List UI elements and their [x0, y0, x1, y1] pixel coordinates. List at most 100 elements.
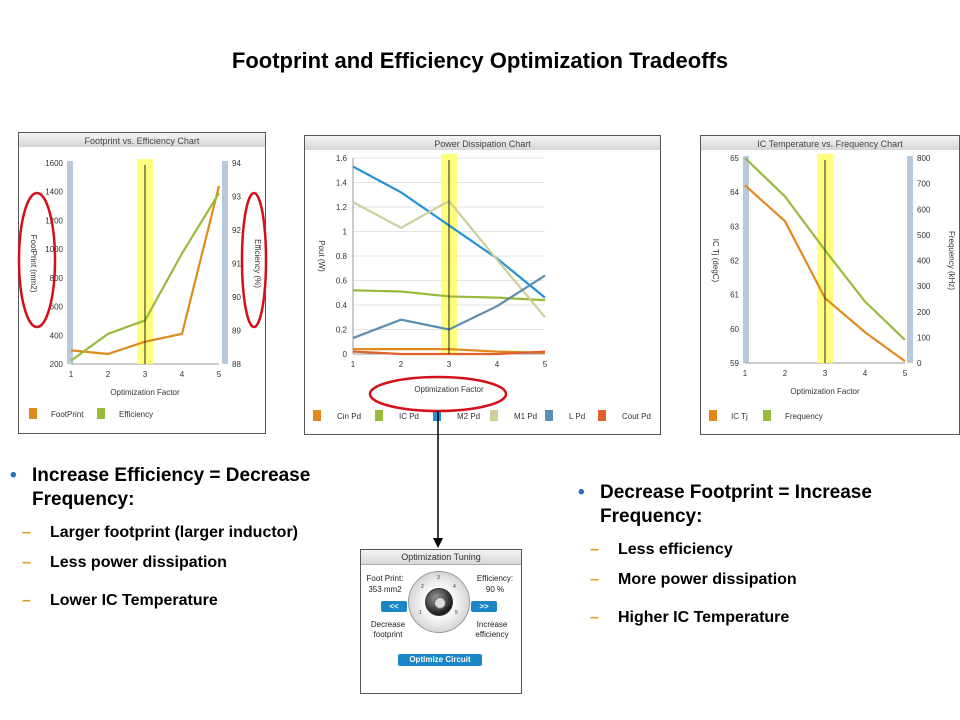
- y-tick-label: 200: [50, 360, 64, 369]
- y-tick-label: 65: [730, 154, 739, 163]
- legend-swatch: [545, 410, 553, 421]
- x-axis-title: Optimization Factor: [790, 387, 860, 396]
- y-tick-label: 63: [730, 222, 739, 231]
- x-tick-label: 5: [903, 369, 908, 378]
- bullet-main-text: Increase Efficiency = Decrease Frequency…: [32, 465, 311, 510]
- left-axis-bar: [67, 161, 73, 364]
- knob-number: 4: [453, 584, 456, 590]
- dash-icon: –: [22, 592, 31, 609]
- right-axis-bar: [907, 156, 913, 363]
- legend-label: Frequency: [785, 412, 823, 421]
- chart-title: IC Temperature vs. Frequency Chart: [757, 139, 903, 149]
- legend-label: M1 Pd: [514, 412, 537, 421]
- bullet-sub: – Lower IC Temperature: [10, 592, 370, 610]
- bullet-sub-text: Less efficiency: [618, 541, 733, 558]
- y2-axis-title: Frequency (kHz): [947, 231, 956, 290]
- right-bullet-list: • Decrease Footprint = Increase Frequenc…: [578, 481, 938, 627]
- legend-swatch: [598, 410, 606, 421]
- dash-icon: –: [590, 571, 599, 588]
- x-tick-label: 5: [543, 360, 548, 369]
- y2-tick-label: 800: [917, 154, 931, 163]
- y-tick-label: 1: [343, 228, 348, 237]
- decrease-footprint-button[interactable]: <<: [381, 601, 407, 612]
- y-tick-label: 62: [730, 257, 739, 266]
- footprint-efficiency-chart: Footprint vs. Efficiency Chart 1600 1 400 12…: [18, 132, 266, 434]
- dash-icon: –: [22, 524, 31, 541]
- connector-arrow-head: [433, 538, 443, 548]
- knob-number: 1: [419, 610, 422, 616]
- footprint-value: 353 mm2: [368, 585, 402, 594]
- chart-title: Power Dissipation Chart: [434, 139, 531, 149]
- left-bullet-list: • Increase Efficiency = Decrease Frequen…: [10, 464, 370, 610]
- y2-tick-label: 600: [917, 205, 931, 214]
- y-tick-label: 0: [343, 350, 348, 359]
- y-tick-label: 1600: [45, 159, 63, 168]
- bullet-sub: – Larger footprint (larger inductor): [10, 524, 370, 542]
- y-tick-label: 1.2: [336, 203, 348, 212]
- y2-tick-label: 300: [917, 282, 931, 291]
- legend-swatch: [29, 408, 37, 419]
- y-axis-title: FootPrint (mm2): [29, 235, 38, 293]
- increase-efficiency-button[interactable]: >>: [471, 601, 497, 612]
- x-tick-label: 3: [143, 370, 148, 379]
- legend-swatch: [97, 408, 105, 419]
- legend-swatch: [709, 410, 717, 421]
- bullet-sub: – Less power dissipation: [10, 554, 370, 572]
- chart-title-bar: [701, 136, 959, 150]
- knob-cap: [434, 597, 446, 609]
- x-tick-label: 4: [863, 369, 868, 378]
- y-tick-label: 1.4: [336, 179, 348, 188]
- legend-label: L Pd: [569, 412, 585, 421]
- y2-tick-label: 93: [232, 193, 241, 202]
- knob-number: 5: [455, 610, 458, 616]
- legend-swatch: [763, 410, 771, 421]
- y-tick-label: 400: [50, 331, 64, 340]
- y-tick-label: 60: [730, 325, 739, 334]
- y2-tick-label: 100: [917, 333, 931, 342]
- bullet-dot-icon: •: [10, 465, 17, 486]
- y2-tick-label: 92: [232, 226, 241, 235]
- legend-label: Cin Pd: [337, 412, 361, 421]
- chart-title-bar: [305, 136, 660, 150]
- legend-label: IC Pd: [399, 412, 419, 421]
- chart-svg: IC Temperature vs. Frequency Chart 65 64 63…: [701, 136, 959, 421]
- dash-icon: –: [22, 554, 31, 571]
- y-tick-label: 0.6: [336, 277, 348, 286]
- y-tick-label: 61: [730, 291, 739, 300]
- y-axis-title: Pout (W): [317, 240, 326, 272]
- chart-svg: Footprint vs. Efficiency Chart 1600 1 400 12…: [19, 133, 265, 419]
- y-tick-label: 1.6: [336, 154, 348, 163]
- chart-title-bar: [19, 133, 265, 147]
- y-tick-label: 0.8: [336, 252, 348, 261]
- legend-label: Efficiency: [119, 410, 153, 419]
- optimize-circuit-button[interactable]: Optimize Circuit: [398, 654, 482, 666]
- y-tick-label: 1200: [45, 216, 63, 225]
- right-axis-bar: [222, 161, 228, 364]
- y-tick-label: 800: [50, 274, 64, 283]
- left-axis-bar: [743, 156, 749, 363]
- x-tick-label: 3: [823, 369, 828, 378]
- chart-title: Footprint vs. Efficiency Chart: [85, 136, 200, 146]
- legend-label: M2 Pd: [457, 412, 480, 421]
- legend-swatch: [313, 410, 321, 421]
- knob-number: 2: [421, 584, 424, 590]
- knob-number: 3: [437, 575, 440, 581]
- x-tick-label: 2: [399, 360, 404, 369]
- dash-icon: –: [590, 541, 599, 558]
- decrease-text-line-1: Decrease: [370, 620, 406, 629]
- legend-swatch: [433, 410, 441, 421]
- bullet-sub-text: Higher IC Temperature: [618, 609, 790, 626]
- x-tick-label: 1: [351, 360, 356, 369]
- x-tick-label: 1: [743, 369, 748, 378]
- y2-tick-label: 0: [917, 359, 922, 368]
- ic-temperature-frequency-chart: IC Temperature vs. Frequency Chart 65 64 63…: [700, 135, 960, 435]
- optimization-tuning-panel: Optimization Tuning Foot Print: 353 mm2 …: [360, 549, 522, 694]
- x-axis-title: Optimization Factor: [414, 385, 484, 394]
- tuning-knob[interactable]: 1 2 3 4 5: [408, 571, 470, 633]
- x-tick-label: 1: [69, 370, 74, 379]
- x-axis-title: Optimization Factor: [110, 388, 180, 397]
- bullet-dot-icon: •: [578, 482, 585, 503]
- increase-text-line-2: efficiency: [475, 630, 509, 639]
- efficiency-label: Efficiency:: [476, 574, 514, 583]
- x-tick-label: 4: [495, 360, 500, 369]
